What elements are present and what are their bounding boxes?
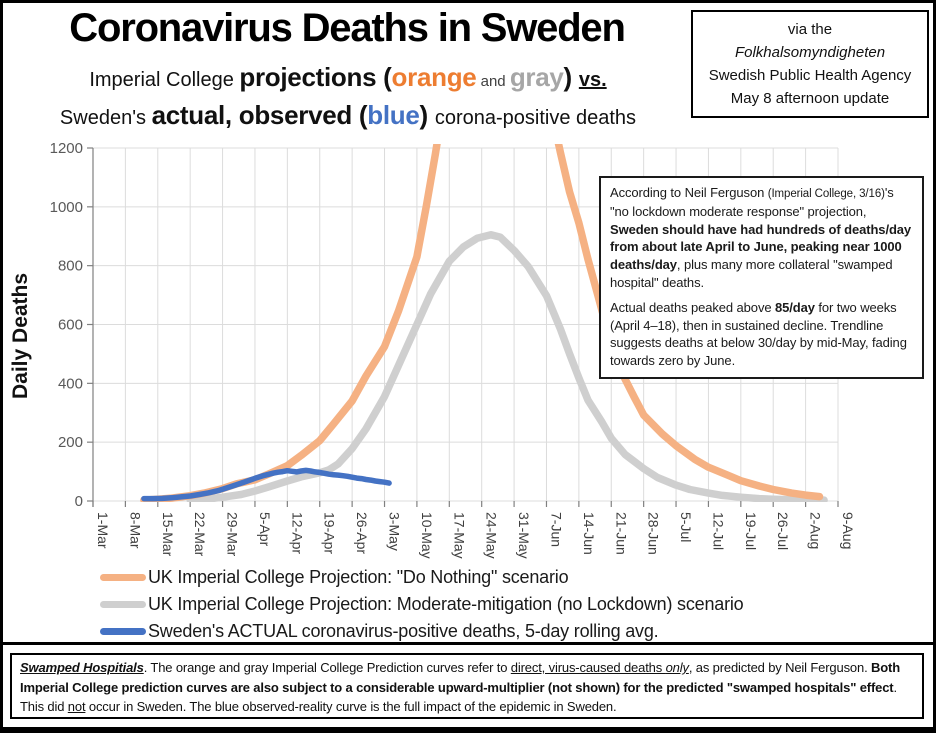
- text-segment: vs.: [578, 69, 607, 91]
- text-segment: Sweden should have had hundreds of death…: [610, 221, 912, 273]
- svg-text:26-Apr: 26-Apr: [354, 512, 370, 554]
- svg-text:15-Mar: 15-Mar: [160, 512, 176, 557]
- svg-text:31-May: 31-May: [516, 512, 532, 559]
- svg-text:1000: 1000: [50, 199, 83, 216]
- source-line: via the: [787, 20, 833, 38]
- svg-text:10-May: 10-May: [419, 512, 435, 559]
- legend: UK Imperial College Projection: "Do Noth…: [100, 565, 744, 646]
- text-segment: . The orange and gray Imperial College P…: [143, 660, 511, 675]
- svg-text:1-Mar: 1-Mar: [95, 512, 111, 549]
- text-segment: Sweden's: [59, 107, 152, 129]
- subtitle-line-2: Sweden's actual, observed (blue) corona-…: [7, 96, 689, 137]
- source-agency-name: Folkhalsomyndigheten: [734, 43, 886, 61]
- svg-text:5-Jul: 5-Jul: [678, 512, 694, 542]
- svg-text:17-May: 17-May: [451, 512, 467, 559]
- legend-item-label: UK Imperial College Projection: "Do Noth…: [148, 566, 569, 587]
- svg-text:600: 600: [58, 317, 83, 334]
- text-segment: 's "no lockdown moderate response" proje…: [610, 185, 894, 219]
- legend-item-label: Sweden's ACTUAL coronavirus-positive dea…: [148, 620, 659, 641]
- svg-text:14-Jun: 14-Jun: [581, 512, 597, 555]
- svg-text:800: 800: [58, 258, 83, 275]
- page-title: Coronavirus Deaths in Sweden: [69, 6, 626, 50]
- text-segment: (Imperial College, 3/16): [767, 188, 885, 200]
- svg-text:19-Apr: 19-Apr: [322, 512, 338, 554]
- text-segment: for two weeks (April 4–18), then in sust…: [610, 299, 907, 369]
- legend-item: UK Imperial College Projection: "Do Noth…: [100, 565, 744, 589]
- svg-text:19-Jul: 19-Jul: [743, 512, 759, 550]
- source-attribution-box: via the Folkhalsomyndigheten Swedish Pub…: [691, 10, 929, 118]
- text-segment: only: [665, 660, 689, 675]
- text-segment: Both Imperial College prediction curves …: [20, 660, 901, 695]
- svg-text:5-Apr: 5-Apr: [257, 512, 273, 547]
- text-segment: (: [376, 62, 392, 92]
- text-segment: (: [351, 100, 368, 130]
- svg-text:3-May: 3-May: [387, 512, 403, 551]
- text-segment: Swamped Hospitials: [20, 660, 144, 675]
- legend-swatch-icon: [100, 627, 146, 635]
- text-segment: projections: [239, 62, 377, 92]
- text-segment: 85/day: [774, 299, 815, 315]
- svg-text:7-Jun: 7-Jun: [548, 512, 564, 547]
- svg-text:9-Aug: 9-Aug: [840, 512, 856, 549]
- text-segment: According to Neil Ferguson: [610, 185, 768, 200]
- y-axis-title: Daily Deaths: [9, 272, 32, 400]
- svg-text:1200: 1200: [50, 140, 83, 157]
- text-segment: ): [563, 62, 579, 92]
- annotation-paragraph-1: According to Neil Ferguson (Imperial Col…: [610, 184, 913, 292]
- svg-text:26-Jul: 26-Jul: [775, 512, 791, 550]
- text-segment: Imperial College: [89, 69, 240, 91]
- text-segment: direct, virus-caused deaths: [510, 660, 666, 675]
- text-segment: Actual deaths peaked above: [610, 299, 775, 315]
- text-segment: . This did: [20, 679, 897, 715]
- subtitle-line-1: Imperial College projections (orange and…: [7, 59, 689, 100]
- text-segment: ): [419, 100, 435, 130]
- svg-text:8-Mar: 8-Mar: [127, 512, 143, 549]
- legend-item: Sweden's ACTUAL coronavirus-positive dea…: [100, 619, 744, 643]
- text-segment: corona-positive deaths: [434, 107, 637, 129]
- text-segment: actual, observed: [151, 100, 353, 130]
- svg-text:2-Aug: 2-Aug: [808, 512, 824, 549]
- legend-item-label: UK Imperial College Projection: Moderate…: [148, 593, 744, 614]
- text-segment: orange: [391, 62, 477, 92]
- y-tick-labels: 0 200 400 600 800 1000 1200: [50, 140, 83, 510]
- section-divider: [3, 642, 933, 645]
- annotation-paragraph-2: Actual deaths peaked above 85/day for tw…: [610, 299, 913, 370]
- text-segment: not: [67, 699, 86, 714]
- text-segment: , plus many more collateral "swamped hos…: [610, 257, 893, 290]
- legend-swatch-icon: [100, 600, 146, 608]
- svg-text:29-Mar: 29-Mar: [225, 512, 241, 557]
- text-segment: occur in Sweden. The blue observed-reali…: [85, 699, 617, 714]
- x-tick-labels: 1-Mar 8-Mar 15-Mar 22-Mar 29-Mar 5-Apr 12-Apr 1…: [95, 512, 856, 559]
- svg-text:400: 400: [58, 375, 83, 392]
- source-line: Swedish Public Health Agency: [708, 67, 912, 84]
- footnote-box: Swamped Hospitials. The orange and gray …: [10, 653, 924, 719]
- svg-text:200: 200: [58, 434, 83, 451]
- text-segment: and: [476, 73, 510, 90]
- annotation-box: According to Neil Ferguson (Imperial Col…: [599, 176, 924, 379]
- text-segment: gray: [509, 62, 564, 92]
- text-segment: blue: [367, 100, 420, 130]
- svg-text:12-Jul: 12-Jul: [710, 512, 726, 550]
- svg-text:0: 0: [75, 493, 83, 510]
- svg-text:12-Apr: 12-Apr: [289, 512, 305, 554]
- svg-text:22-Mar: 22-Mar: [192, 512, 208, 557]
- legend-item: UK Imperial College Projection: Moderate…: [100, 592, 744, 616]
- svg-text:21-Jun: 21-Jun: [613, 512, 629, 555]
- series-sweden_actual: [141, 467, 392, 502]
- text-segment: , as predicted by Neil Ferguson.: [688, 660, 872, 675]
- svg-text:28-Jun: 28-Jun: [646, 512, 662, 555]
- legend-swatch-icon: [100, 573, 146, 581]
- source-update-date: May 8 afternoon update: [730, 90, 890, 108]
- svg-text:24-May: 24-May: [484, 512, 500, 559]
